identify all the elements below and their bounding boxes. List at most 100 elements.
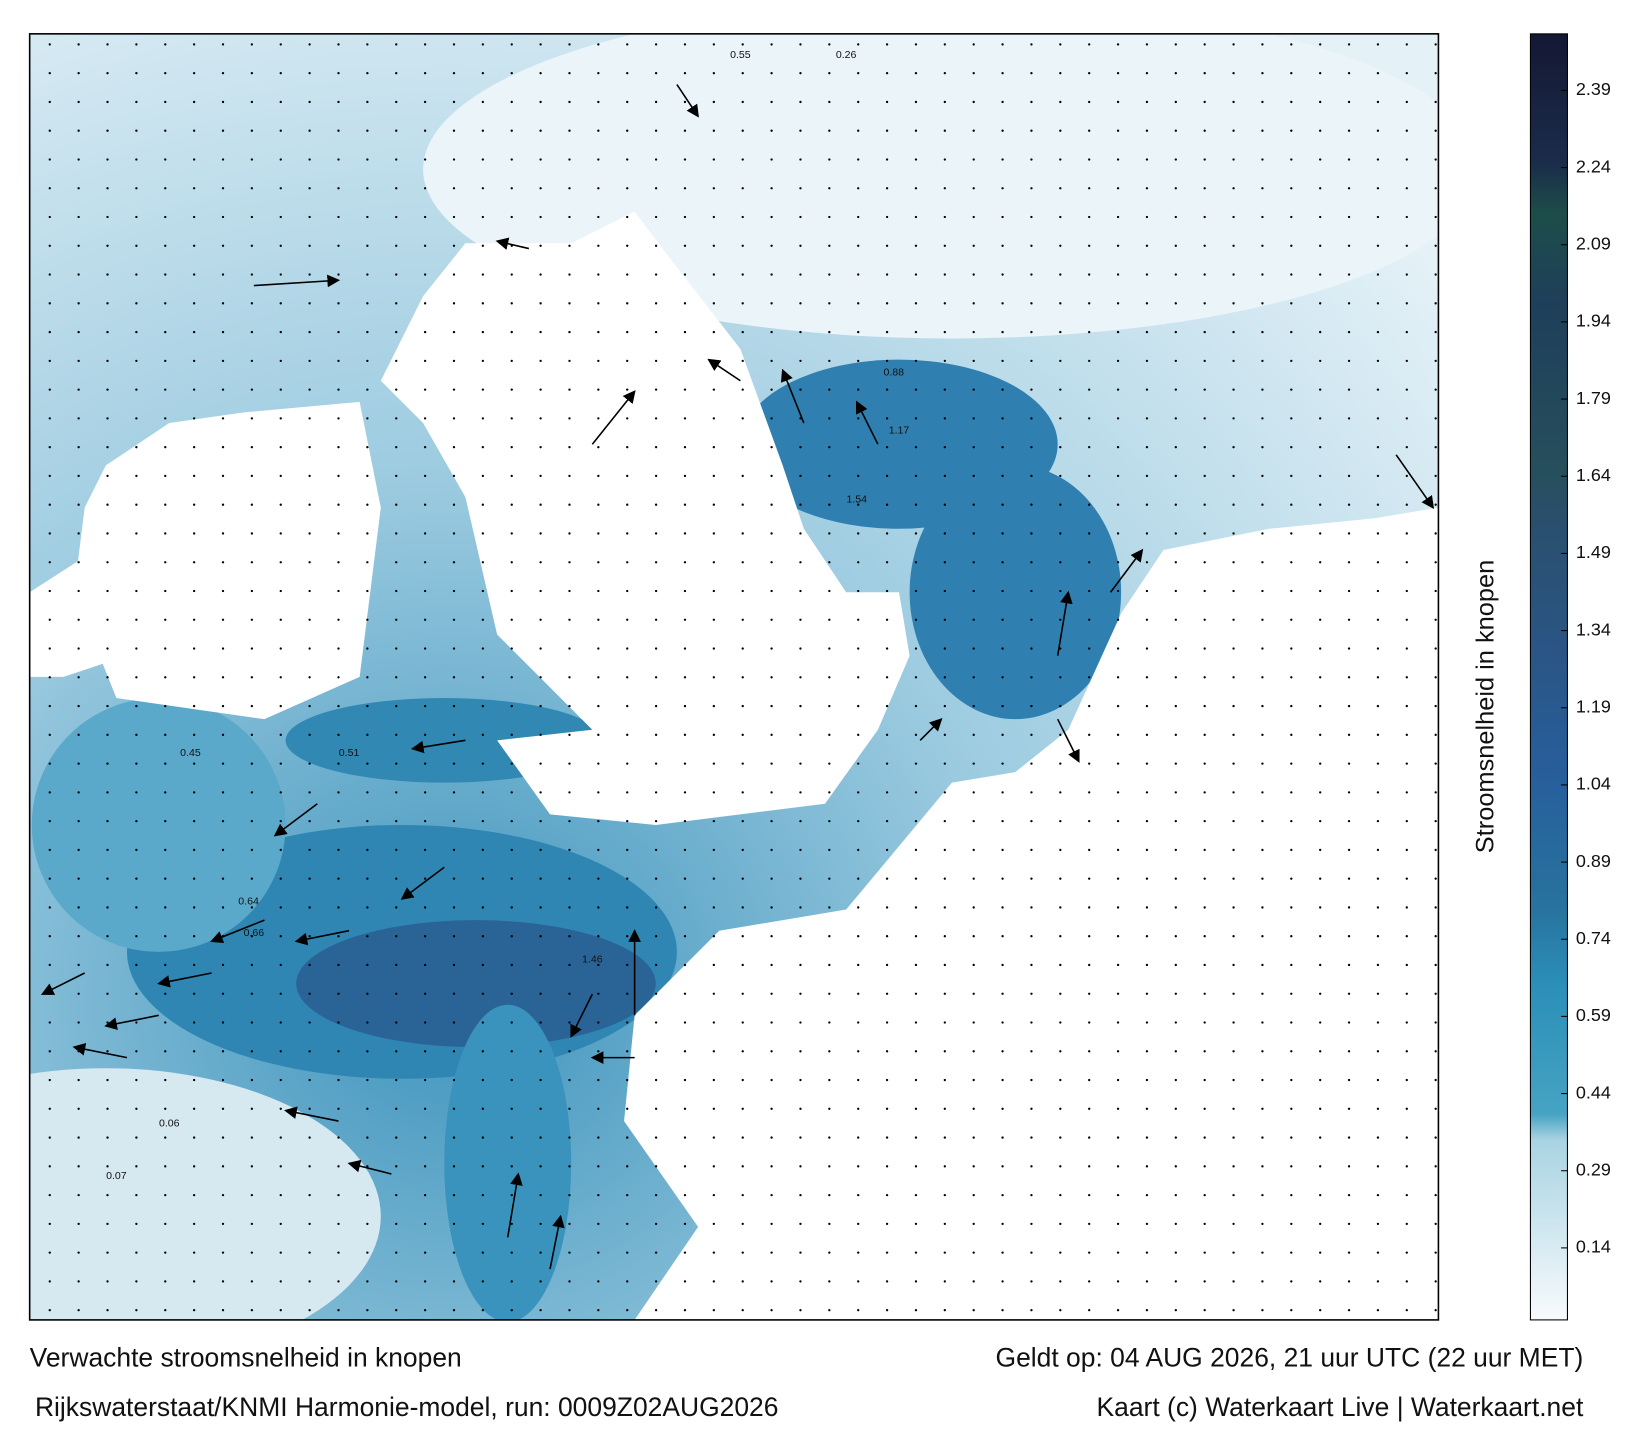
grid-dot bbox=[943, 330, 946, 334]
grid-dot bbox=[48, 561, 51, 564]
grid-dot bbox=[1290, 1251, 1293, 1254]
grid-dot bbox=[481, 359, 485, 363]
grid-dot bbox=[77, 618, 80, 621]
grid-dot bbox=[626, 388, 629, 391]
grid-dot bbox=[828, 963, 831, 967]
grid-dot bbox=[510, 273, 513, 276]
grid-dot bbox=[654, 647, 658, 650]
grid-dot bbox=[106, 474, 109, 478]
grid-dot bbox=[1174, 676, 1177, 679]
grid-dot bbox=[712, 417, 716, 420]
grid-dot bbox=[1116, 302, 1120, 305]
grid-dot bbox=[1434, 187, 1437, 190]
grid-dot bbox=[597, 848, 600, 852]
grid-dot bbox=[77, 1251, 80, 1254]
grid-dot bbox=[770, 1078, 773, 1082]
current-zone bbox=[909, 465, 1122, 720]
grid-dot bbox=[308, 359, 311, 363]
grid-dot bbox=[539, 273, 542, 276]
grid-dot bbox=[48, 1251, 51, 1254]
grid-dot bbox=[568, 1136, 571, 1139]
grid-dot bbox=[337, 215, 340, 219]
grid-dot bbox=[770, 474, 773, 478]
grid-dot bbox=[452, 273, 456, 276]
grid-dot bbox=[1145, 848, 1149, 852]
grid-dot bbox=[279, 561, 282, 564]
grid-dot bbox=[452, 1280, 456, 1283]
grid-dot bbox=[683, 187, 687, 190]
grid-dot bbox=[1030, 992, 1033, 995]
grid-dot bbox=[423, 647, 427, 650]
grid-dot bbox=[337, 474, 340, 478]
grid-dot bbox=[712, 819, 716, 823]
grid-dot bbox=[972, 187, 975, 190]
grid-dot bbox=[1174, 532, 1177, 535]
grid-dot bbox=[279, 906, 282, 909]
grid-dot bbox=[943, 877, 946, 880]
grid-dot bbox=[857, 877, 860, 880]
grid-dot bbox=[510, 561, 513, 564]
grid-dot bbox=[654, 273, 658, 276]
grid-dot bbox=[164, 1251, 167, 1254]
grid-dot bbox=[885, 474, 889, 478]
grid-dot bbox=[828, 1050, 831, 1053]
grid-dot bbox=[1001, 791, 1004, 794]
grid-dot bbox=[1116, 100, 1120, 104]
grid-dot bbox=[395, 302, 398, 305]
grid-dot bbox=[1203, 1165, 1206, 1168]
grid-dot bbox=[366, 561, 369, 564]
grid-dot bbox=[972, 848, 975, 852]
grid-dot bbox=[250, 43, 254, 46]
grid-dot bbox=[481, 704, 485, 708]
grid-dot bbox=[1088, 1107, 1091, 1110]
grid-dot bbox=[914, 445, 918, 449]
grid-dot bbox=[972, 215, 975, 219]
grid-dot bbox=[1088, 1165, 1091, 1168]
grid-dot bbox=[1347, 244, 1351, 247]
grid-dot bbox=[337, 906, 340, 909]
grid-dot bbox=[452, 877, 456, 880]
grid-dot bbox=[654, 935, 658, 938]
grid-dot bbox=[164, 1165, 167, 1168]
grid-dot bbox=[885, 935, 889, 938]
grid-dot bbox=[770, 273, 773, 276]
grid-dot bbox=[1319, 388, 1322, 391]
grid-dot bbox=[770, 1107, 773, 1110]
grid-dot bbox=[1030, 244, 1033, 247]
grid-dot bbox=[857, 589, 860, 593]
grid-dot bbox=[221, 417, 225, 420]
grid-dot bbox=[279, 1136, 282, 1139]
grid-dot bbox=[366, 359, 369, 363]
grid-dot bbox=[597, 359, 600, 363]
grid-dot bbox=[1319, 1193, 1322, 1197]
grid-dot bbox=[337, 273, 340, 276]
grid-dot bbox=[366, 647, 369, 650]
grid-dot bbox=[279, 1193, 282, 1197]
grid-dot bbox=[914, 762, 918, 765]
grid-dot bbox=[452, 417, 456, 420]
grid-dot bbox=[308, 1251, 311, 1254]
grid-dot bbox=[914, 992, 918, 995]
grid-dot bbox=[626, 676, 629, 679]
grid-dot bbox=[395, 877, 398, 880]
grid-dot bbox=[1319, 43, 1322, 46]
grid-dot bbox=[77, 273, 80, 276]
grid-dot bbox=[597, 819, 600, 823]
grid-dot bbox=[395, 1251, 398, 1254]
grid-dot bbox=[135, 1107, 138, 1110]
grid-dot bbox=[1261, 158, 1264, 161]
grid-dot bbox=[597, 762, 600, 765]
grid-dot bbox=[395, 1136, 398, 1139]
grid-dot bbox=[1088, 1136, 1091, 1139]
grid-dot bbox=[943, 359, 946, 363]
current-arrow bbox=[780, 368, 805, 424]
grid-dot bbox=[1319, 532, 1322, 535]
grid-dot bbox=[568, 963, 571, 967]
grid-dot bbox=[221, 273, 225, 276]
grid-dot bbox=[48, 1309, 51, 1312]
grid-dot bbox=[481, 791, 485, 794]
grid-dot bbox=[654, 791, 658, 794]
grid-dot bbox=[799, 704, 802, 708]
grid-dot bbox=[1290, 848, 1293, 852]
grid-dot bbox=[1405, 1222, 1408, 1226]
